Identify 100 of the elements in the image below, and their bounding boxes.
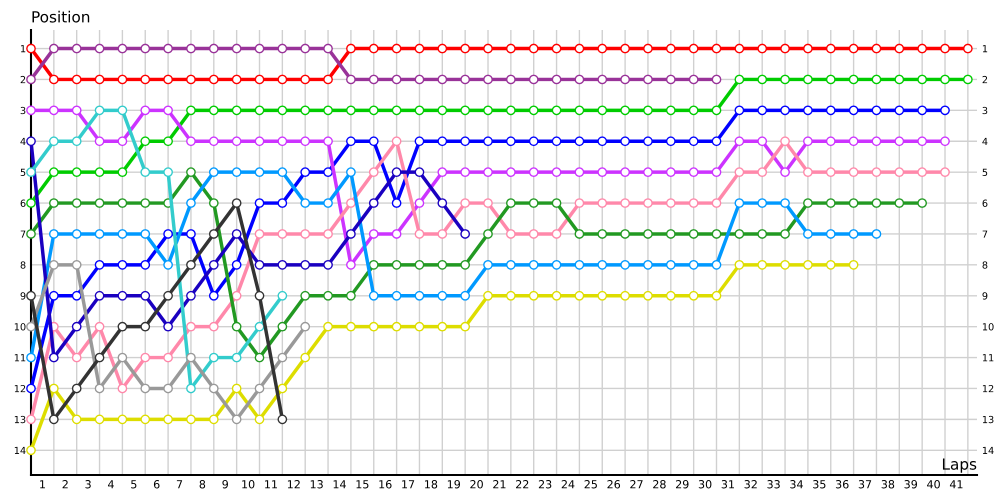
point [140,384,150,394]
point [140,322,150,332]
point [597,290,608,301]
y-tick-label: 4 [20,138,26,145]
point [848,44,858,54]
y2-tick-label: 8 [982,261,988,269]
x-tick-label: 29 [676,480,689,488]
point [506,260,516,270]
point [460,322,470,332]
point [186,198,196,208]
x-tick-label: 40 [927,480,940,488]
point [460,167,470,178]
point [232,136,242,146]
point [26,229,36,239]
point [780,44,790,54]
point [254,198,264,208]
point [346,260,356,270]
point [368,229,379,239]
point [368,74,379,84]
point [528,74,539,84]
point [186,229,196,239]
point [140,167,150,178]
y2-tick-label: 1 [982,45,988,52]
point [368,198,379,208]
point [392,105,402,116]
point [826,74,836,84]
point [574,136,584,146]
point [734,167,744,178]
point [848,136,858,146]
point [26,352,36,362]
point [346,44,356,54]
point [826,198,836,208]
point [780,136,790,146]
point [414,260,424,270]
x-tick-label: 16 [379,480,392,488]
point [300,74,310,84]
point [118,198,128,208]
point [734,74,744,84]
point [232,384,242,394]
point [803,167,813,178]
y-tick-label: 6 [20,200,26,207]
point [803,260,813,270]
point [94,44,104,54]
point [688,198,699,208]
point [26,136,36,146]
point [323,198,333,208]
y-tick-label: 2 [20,76,26,84]
point [323,44,333,54]
point [688,74,699,84]
point [94,352,104,362]
point [163,74,173,84]
point [323,229,333,239]
x-tick-label: 22 [516,480,528,488]
point [48,414,59,424]
point [232,198,242,208]
point [254,229,264,239]
point [528,105,539,116]
point [232,167,242,178]
x-tick-label: 18 [425,480,438,488]
point [26,290,36,301]
point [94,167,104,178]
point [848,105,858,116]
point [712,105,722,116]
point [826,105,836,116]
point [506,198,516,208]
y-tick-label: 14 [14,446,26,454]
y-tick-label: 7 [20,230,26,238]
point [26,445,36,456]
point [712,260,722,270]
x-tick-label: 12 [288,480,300,488]
point [392,198,402,208]
x-tick-label: 28 [653,480,666,488]
point [414,198,424,208]
point [48,105,59,116]
y2-tick-label: 14 [982,446,994,454]
point [48,167,59,178]
point [300,229,310,239]
x-tick-label: 8 [200,480,206,488]
point [620,290,630,301]
point [780,105,790,116]
x-tick-label: 27 [630,480,643,488]
x-tick-label: 21 [493,480,506,488]
point [757,44,768,54]
point [94,229,104,239]
point [323,290,333,301]
point [48,260,59,270]
point [643,74,653,84]
point [300,322,310,332]
point [254,74,264,84]
point [848,260,858,270]
point [528,290,539,301]
x-tick-label: 38 [882,480,894,488]
point [460,229,470,239]
point [734,260,744,270]
point [460,74,470,84]
point [346,229,356,239]
point [277,198,288,208]
x-tick-label: 30 [698,480,712,488]
point [437,322,448,332]
point [803,44,813,54]
